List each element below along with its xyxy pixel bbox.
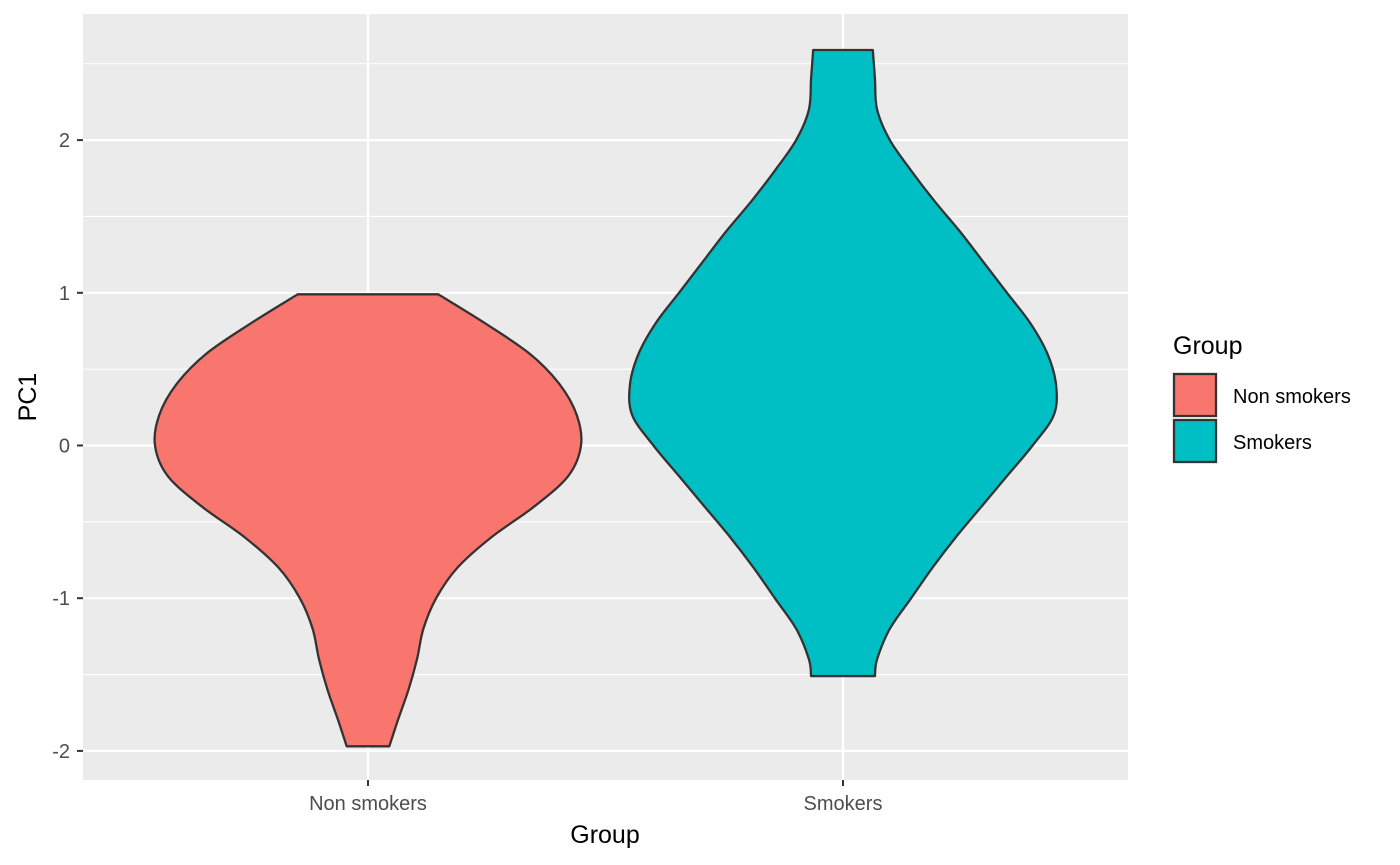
- legend-key-non-smokers: [1172, 372, 1218, 418]
- violin-smokers: [628, 48, 1058, 678]
- legend-key-smokers: [1172, 418, 1218, 464]
- x-tick-label: Non smokers: [309, 793, 427, 815]
- y-tick-label: 0: [59, 436, 70, 458]
- y-tick-label: -1: [52, 588, 70, 610]
- violins: [153, 48, 1058, 748]
- x-axis: Non smokers Smokers: [309, 780, 882, 815]
- y-tick-label: 1: [59, 283, 70, 305]
- legend-items: Non smokers Smokers: [1172, 372, 1351, 464]
- legend-title: Group: [1173, 332, 1242, 360]
- x-tick-label: Smokers: [804, 793, 883, 815]
- legend-label: Smokers: [1233, 432, 1312, 454]
- y-axis-title: PC1: [14, 373, 42, 422]
- y-tick-label: -2: [52, 741, 70, 763]
- legend: Group Non smokers Smokers: [1172, 332, 1351, 464]
- x-axis-title: Group: [570, 821, 639, 849]
- violin-non-smokers: [153, 293, 583, 748]
- legend-label: Non smokers: [1233, 386, 1351, 408]
- y-axis: -2 -1 0 1 2: [52, 130, 83, 763]
- y-tick-label: 2: [59, 130, 70, 152]
